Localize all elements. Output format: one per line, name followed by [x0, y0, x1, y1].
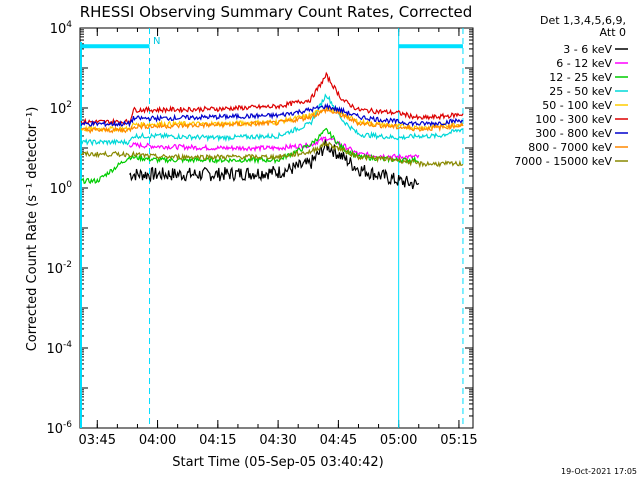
- markers: [80, 44, 463, 49]
- x-tick-label: 04:45: [320, 433, 357, 448]
- series-line: [128, 139, 420, 190]
- plot-frame: [79, 27, 474, 429]
- legend-entry-label: 100 - 300 keV: [535, 113, 612, 126]
- saa-marker-bar: [398, 44, 463, 49]
- x-tick-label: 05:00: [380, 433, 417, 448]
- timestamp: 19-Oct-2021 17:05: [561, 467, 637, 476]
- legend-entry-label: 3 - 6 keV: [563, 43, 612, 56]
- series-line: [81, 140, 464, 169]
- series-line: [128, 136, 420, 161]
- x-tick-label: 04:00: [139, 433, 176, 448]
- chart-title: RHESSI Observing Summary Count Rates, Co…: [80, 3, 473, 21]
- n-annotation: N: [153, 36, 160, 47]
- series-lines: [80, 71, 464, 190]
- legend-entry-label: 300 - 800 keV: [535, 127, 612, 140]
- y-tick-label: 10-2: [46, 260, 72, 277]
- y-tick-label: 10-4: [46, 340, 72, 357]
- legend-header: Att 0: [600, 26, 626, 39]
- legend-entry-label: 7000 - 15000 keV: [514, 155, 612, 168]
- legend-header: Det 1,3,4,5,6,9,: [540, 14, 626, 27]
- legend-entry-label: 6 - 12 keV: [556, 57, 612, 70]
- series-line: [80, 102, 464, 128]
- legend-entry-label: 50 - 100 keV: [542, 99, 612, 112]
- x-ticks: 03:45 04:00 04:15 04:30 04:45 05:00 05:15: [79, 28, 478, 448]
- saa-marker-bar: [80, 44, 150, 49]
- x-tick-label: 04:15: [199, 433, 236, 448]
- legend-entry-label: 12 - 25 keV: [549, 71, 612, 84]
- x-tick-label: 03:45: [79, 433, 116, 448]
- y-tick-label: 104: [50, 20, 73, 37]
- x-axis-label: Start Time (05-Sep-05 03:40:42): [172, 455, 383, 470]
- series-line: [81, 106, 464, 135]
- series-line: [80, 93, 464, 147]
- vlines: [80, 28, 464, 428]
- y-tick-label: 100: [50, 180, 73, 197]
- y-ticks: 10-6 10-4 10-2 100 102 104: [46, 20, 473, 437]
- x-tick-label: 04:30: [259, 433, 296, 448]
- legend-entry-label: 800 - 7000 keV: [528, 141, 612, 154]
- y-tick-label: 10-6: [46, 420, 72, 437]
- y-tick-label: 102: [50, 100, 72, 117]
- y-axis-label: Corrected Count Rate (s⁻¹ detector⁻¹): [25, 107, 40, 352]
- x-tick-label: 05:15: [440, 433, 477, 448]
- series-line: [80, 71, 464, 126]
- plot-area-border: [79, 27, 474, 429]
- legend-entry-label: 25 - 50 keV: [549, 85, 612, 98]
